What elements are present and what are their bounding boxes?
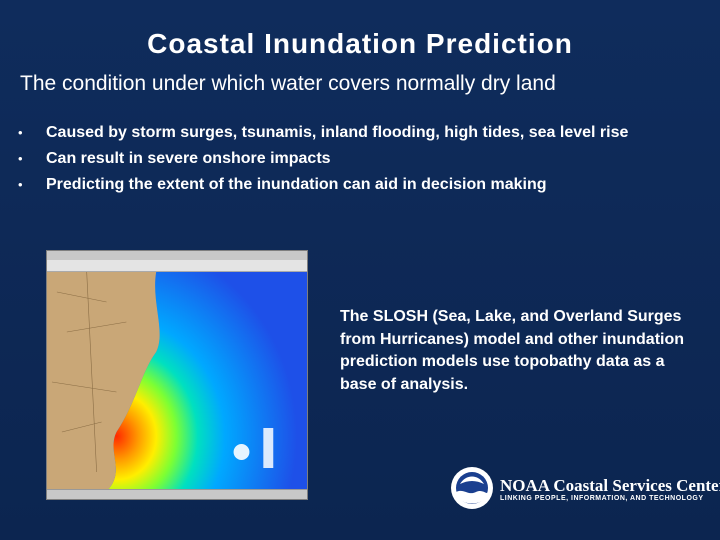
slosh-caption: The SLOSH (Sea, Lake, and Overland Surge… (340, 308, 685, 393)
slide-subtitle: The condition under which water covers n… (20, 72, 556, 95)
bullet-list: • Caused by storm surges, tsunamis, inlan… (18, 120, 628, 198)
bullet-icon: • (18, 177, 23, 192)
inundation-map-image (47, 272, 307, 491)
logo-tagline: LINKING PEOPLE, INFORMATION, AND TECHNOL… (500, 495, 704, 502)
slosh-model-screenshot (46, 250, 308, 500)
bullet-text: Predicting the extent of the inundation … (46, 176, 547, 193)
slide-title: Coastal Inundation Prediction (147, 28, 573, 59)
bullet-text: Caused by storm surges, tsunamis, inland… (46, 124, 629, 141)
bullet-item: • Caused by storm surges, tsunamis, inlan… (18, 120, 628, 146)
screenshot-toolbar (47, 260, 307, 272)
bullet-item: • Predicting the extent of the inundation… (18, 172, 628, 198)
logo-name: NOAA Coastal Services Center (500, 476, 720, 495)
noaa-csc-logo: NOAA Coastal Services Center LINKING PEO… (450, 466, 720, 514)
bullet-text: Can result in severe onshore impacts (46, 150, 331, 167)
bullet-icon: • (18, 125, 23, 140)
bullet-item: • Can result in severe onshore impacts (18, 146, 628, 172)
bullet-icon: • (18, 151, 23, 166)
screenshot-statusbar (47, 489, 307, 499)
noaa-seal-icon (451, 467, 493, 509)
